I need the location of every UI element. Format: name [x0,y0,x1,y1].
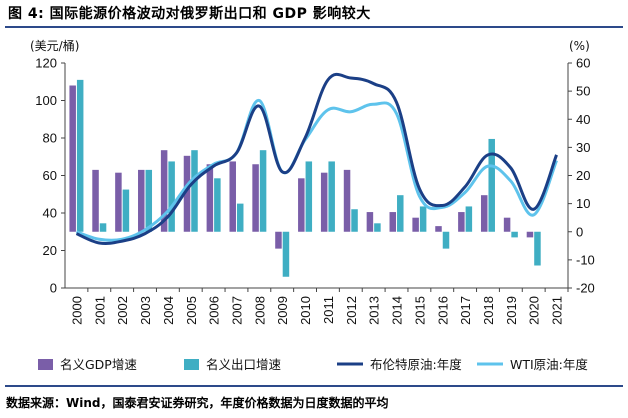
gdp-growth-bar [320,172,328,232]
legend-wti-oil-label: WTI原油:年度 [510,357,588,372]
x-tick-label: 2012 [344,296,359,325]
gdp-growth-bar [298,178,305,232]
export-growth-bar [236,203,244,232]
x-tick-label: 2011 [321,296,336,324]
x-tick-label: 2016 [435,296,450,325]
gdp-growth-bar [206,164,214,232]
legend-export-growth-label: 名义出口增速 [206,357,282,372]
left-tick-label: 20 [43,243,57,258]
export-growth-bar [214,178,221,232]
export-growth-bar [351,209,358,232]
gdp-growth-bar [229,161,236,232]
gdp-growth-bar [412,217,419,232]
gdp-growth-bar [435,226,442,232]
gdp-growth-bar [343,169,351,232]
legend-gdp-growth-swatch [38,359,53,370]
gdp-growth-bar [252,164,259,232]
x-tick-label: 2015 [412,296,427,325]
right-tick-label: -10 [576,252,595,267]
export-growth-bar [488,138,495,232]
gdp-growth-bar [183,155,191,232]
chart-area: 0 20 40 60 80 100 120 -20 -10 0 10 20 30 40 50 60 (美元/桶)… [30,38,595,372]
export-growth-bar [76,79,84,232]
gdp-growth-bar [69,85,76,232]
x-tick-label: 2018 [481,296,496,325]
gdp-growth-bar [275,231,282,249]
x-tick-label: 2000 [69,296,84,325]
export-growth-bar [99,223,107,232]
gdp-growth-bar [138,169,145,232]
gdp-growth-bar [480,195,488,232]
right-tick-label: 40 [576,112,590,127]
left-tick-label: 0 [50,281,57,296]
export-growth-bar [534,231,541,266]
left-tick-label: 120 [35,56,57,71]
export-growth-bar [511,231,518,238]
x-tick-label: 2020 [527,296,542,325]
figure-source: 数据来源：Wind，国泰君安证券研究，年度价格数据为日度数据的平均 [6,396,389,410]
x-tick-label: 2002 [115,296,130,325]
right-tick-label: -20 [576,281,595,296]
export-growth-bar [145,169,153,232]
legend-export-growth-swatch [184,359,199,370]
right-tick-label: 60 [576,56,590,71]
x-tick-label: 2021 [550,296,565,325]
x-tick-label: 2003 [138,296,153,325]
gdp-growth-bar [389,212,397,232]
export-growth-bar [328,161,335,232]
gdp-growth-bar [160,150,168,232]
export-growth-bar [191,150,198,232]
x-tick-label: 2004 [161,296,176,325]
left-tick-label: 80 [43,131,57,146]
gdp-growth-bar [115,172,122,232]
left-axis-unit: (美元/桶) [30,38,79,53]
brent-oil-line [75,72,558,246]
export-growth-bar [259,150,267,232]
x-tick-label: 2009 [275,296,290,325]
x-tick-label: 2008 [252,296,267,325]
x-tick-label: 2006 [207,296,222,325]
right-tick-label: 50 [576,84,590,99]
wti-oil-line [75,99,558,242]
gdp-growth-bar [92,169,99,232]
left-tick-label: 60 [43,168,57,183]
export-growth-bar [465,206,473,232]
right-axis-unit: (%) [569,39,590,53]
legend-gdp-growth-label: 名义GDP增速 [60,357,137,372]
export-growth-bar [397,195,404,232]
export-growth-bar [442,231,450,249]
right-tick-label: 10 [576,196,590,211]
left-tick-label: 100 [35,93,57,108]
export-growth-bar [168,161,175,232]
source-divider [5,385,623,387]
export-growth-bar [419,206,427,232]
x-tick-label: 2001 [92,296,107,325]
gdp-growth-bar [503,217,511,232]
right-tick-label: 0 [576,224,583,239]
x-tick-label: 2007 [229,296,244,325]
x-tick-label: 2010 [298,296,313,325]
export-growth-bar [305,161,313,232]
x-tick-label: 2014 [390,296,405,325]
x-tick-label: 2019 [504,296,519,325]
figure-title: 图 4: 国际能源价格波动对俄罗斯出口和 GDP 影响较大 [8,6,371,22]
gdp-growth-bar [366,212,374,232]
right-tick-label: 20 [576,168,590,183]
x-tick-label: 2013 [367,296,382,325]
left-tick-label: 40 [43,206,57,221]
title-divider [5,26,623,28]
export-growth-bar [282,231,290,277]
gdp-growth-bar [458,212,465,232]
right-tick-label: 30 [576,140,590,155]
export-growth-bar [374,223,381,232]
legend-brent-oil-label: 布伦特原油:年度 [370,357,462,372]
gdp-growth-bar [526,231,534,238]
x-tick-label: 2005 [184,296,199,325]
x-tick-label: 2017 [458,296,473,325]
export-growth-bar [122,189,130,232]
